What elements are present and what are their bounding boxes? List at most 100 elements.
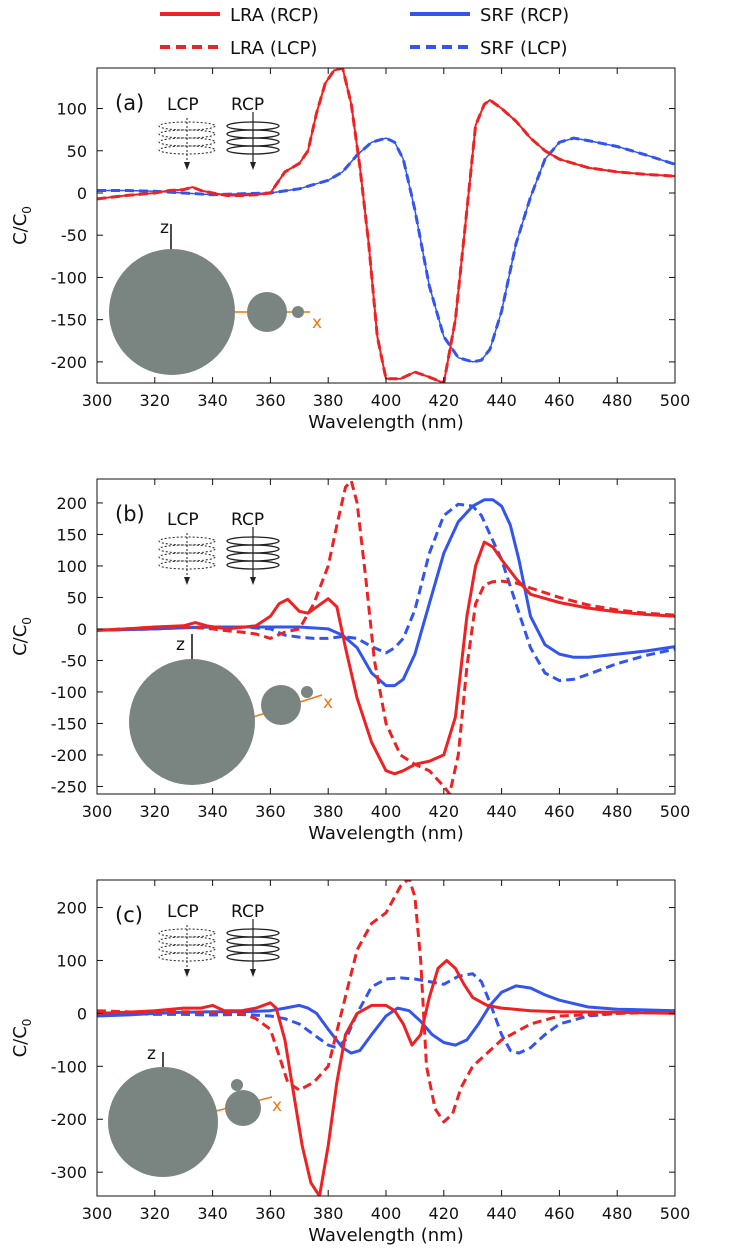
x-axis-label: x <box>312 313 322 333</box>
rcp-arrow-head <box>250 162 256 170</box>
series-line-srf-lcp <box>97 136 675 364</box>
legend-label-3: LRA (LCP) <box>230 38 317 59</box>
x-tick-label: 320 <box>140 802 171 821</box>
lcp-label: LCP <box>167 95 199 115</box>
series-line-srf-rcp <box>97 984 675 1055</box>
panel-label: (b) <box>115 502 145 526</box>
x-tick-label: 380 <box>313 802 344 821</box>
x-tick-label: 480 <box>602 802 633 821</box>
rcp-label: RCP <box>231 902 264 922</box>
y-tick-label: -150 <box>51 311 87 330</box>
lcp-arrow-head <box>184 577 190 585</box>
lcp-label: LCP <box>167 510 199 530</box>
y-tick-label: 50 <box>67 142 87 161</box>
medium-sphere <box>225 1090 261 1126</box>
series-group <box>97 68 675 383</box>
lcp-arrow-head <box>184 969 190 977</box>
x-tick-label: 440 <box>486 1204 517 1223</box>
large-sphere <box>109 249 235 375</box>
panel-label: (c) <box>115 903 143 927</box>
medium-sphere <box>247 292 287 332</box>
large-sphere <box>108 1067 218 1177</box>
z-axis-label: z <box>176 635 185 655</box>
y-tick-label: -100 <box>51 1057 87 1076</box>
polarization-icons: LCP RCP <box>158 510 280 585</box>
x-tick-label: 380 <box>313 391 344 410</box>
x-tick-label: 400 <box>371 391 402 410</box>
x-tick-label: 360 <box>255 391 286 410</box>
series-line-srf-lcp <box>97 972 675 1055</box>
polarization-icons: LCP RCP <box>158 95 280 170</box>
y-axis-title: C/C0 <box>10 617 34 656</box>
x-tick-label: 420 <box>429 1204 460 1223</box>
polarization-icons: LCP RCP <box>158 902 280 977</box>
y-tick-label: -250 <box>51 777 87 796</box>
legend-label-1: LRA (RCP) <box>230 5 319 26</box>
x-tick-label: 320 <box>140 391 171 410</box>
medium-sphere <box>261 685 301 725</box>
x-tick-label: 500 <box>660 1204 691 1223</box>
lcp-label: LCP <box>167 902 199 922</box>
x-tick-label: 460 <box>544 802 575 821</box>
y-axis-title-main: C/C <box>10 214 31 245</box>
series-group <box>97 880 675 1196</box>
x-tick-label: 300 <box>82 802 113 821</box>
small-sphere <box>301 686 313 698</box>
x-tick-label: 300 <box>82 1204 113 1223</box>
x-axis-label: x <box>323 693 333 713</box>
y-tick-label: -50 <box>61 226 87 245</box>
rcp-label: RCP <box>231 95 264 115</box>
geometry-inset: z x LCP RCP <box>129 510 333 785</box>
y-axis-title-sub: 0 <box>20 617 34 625</box>
x-tick-label: 340 <box>197 1204 228 1223</box>
y-axis-title: C/C0 <box>10 1019 34 1058</box>
x-tick-label: 480 <box>602 391 633 410</box>
x-tick-label: 460 <box>544 1204 575 1223</box>
x-axis-label: x <box>272 1096 282 1116</box>
y-axis-title-sub: 0 <box>20 1019 34 1027</box>
legend: LRA (RCP) SRF (RCP) LRA (LCP) SRF (LCP) <box>160 5 569 59</box>
x-tick-label: 380 <box>313 1204 344 1223</box>
x-axis-title: Wavelength (nm) <box>308 412 464 433</box>
series-line-lra-rcp <box>97 959 675 1196</box>
z-axis-label: z <box>147 1044 156 1064</box>
panel-b: z x LCP RCP 300 320 340 360 380 400 420 440 460 480 50… <box>10 478 691 844</box>
x-tick-label: 400 <box>371 1204 402 1223</box>
x-tick-label: 360 <box>255 1204 286 1223</box>
y-tick-label: -100 <box>51 683 87 702</box>
rcp-arrow-head <box>250 969 256 977</box>
x-tick-label: 440 <box>486 391 517 410</box>
x-tick-label: 400 <box>371 802 402 821</box>
panel-c: z x LCP RCP 300 320 340 360 380 400 420 440 460 480 50… <box>10 879 691 1246</box>
z-axis-label: z <box>160 218 169 238</box>
legend-label-4: SRF (LCP) <box>480 38 568 59</box>
series-group <box>97 479 675 794</box>
x-tick-label: 500 <box>660 802 691 821</box>
y-axis-title: C/C0 <box>10 206 34 245</box>
y-tick-label: 150 <box>56 525 87 544</box>
y-axis-title-main: C/C <box>10 625 31 656</box>
y-axis-title-main: C/C <box>10 1026 31 1057</box>
y-axis-title-sub: 0 <box>20 206 34 214</box>
small-sphere <box>231 1079 243 1091</box>
y-tick-label: 200 <box>56 494 87 513</box>
y-tick-label: -100 <box>51 268 87 287</box>
y-tick-label: 100 <box>56 951 87 970</box>
x-tick-label: 460 <box>544 391 575 410</box>
y-tick-label: -200 <box>51 746 87 765</box>
y-tick-label: 50 <box>67 588 87 607</box>
x-axis-title: Wavelength (nm) <box>308 823 464 844</box>
geometry-inset: z x LCP RCP <box>108 902 282 1177</box>
y-tick-label: 0 <box>77 184 87 203</box>
x-tick-label: 440 <box>486 802 517 821</box>
x-tick-label: 320 <box>140 1204 171 1223</box>
x-tick-label: 500 <box>660 391 691 410</box>
x-tick-label: 360 <box>255 802 286 821</box>
y-tick-label: -300 <box>51 1163 87 1182</box>
series-line-lra-lcp <box>97 880 675 1124</box>
panel-a: z x LCP RCP 300 320 340 360 380 400 420 440 460 480 50… <box>10 67 691 433</box>
x-tick-label: 340 <box>197 391 228 410</box>
y-tick-label: -200 <box>51 353 87 372</box>
x-tick-label: 480 <box>602 1204 633 1223</box>
